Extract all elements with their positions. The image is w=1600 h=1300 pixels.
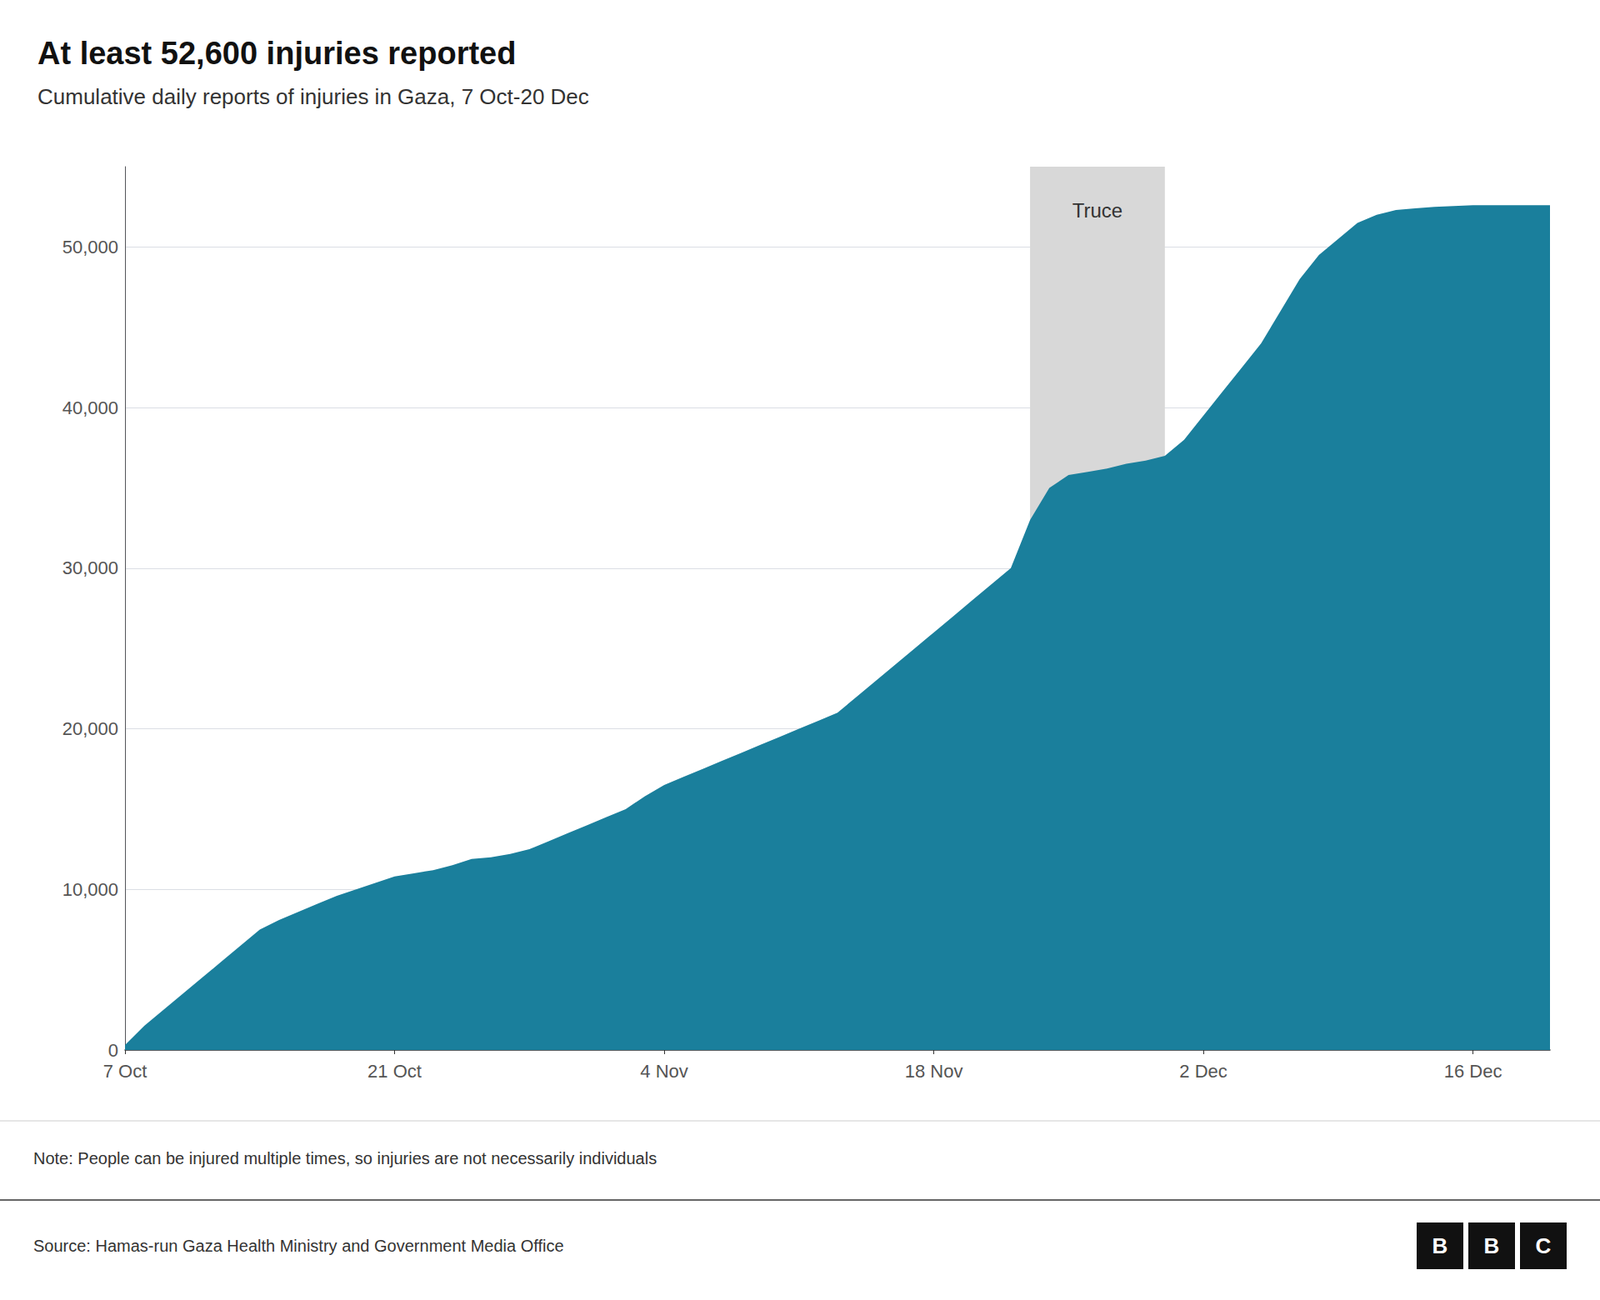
svg-text:7 Oct: 7 Oct <box>103 1060 148 1082</box>
svg-text:Cumulative daily reports of in: Cumulative daily reports of injuries in … <box>37 84 590 110</box>
svg-text:B: B <box>1484 1233 1500 1259</box>
svg-text:Source: Hamas-run Gaza Health: Source: Hamas-run Gaza Health Ministry a… <box>33 1236 565 1255</box>
svg-text:At least 52,600 injuries repor: At least 52,600 injuries reported <box>37 35 516 71</box>
svg-text:10,000: 10,000 <box>62 879 119 900</box>
svg-text:Note: People can be injured mu: Note: People can be injured multiple tim… <box>33 1149 657 1168</box>
svg-text:40,000: 40,000 <box>62 397 119 419</box>
svg-text:Truce: Truce <box>1072 199 1123 222</box>
svg-text:C: C <box>1535 1233 1552 1259</box>
svg-text:0: 0 <box>108 1040 119 1061</box>
svg-text:21 Oct: 21 Oct <box>367 1060 422 1082</box>
svg-text:30,000: 30,000 <box>62 557 119 579</box>
svg-text:2 Dec: 2 Dec <box>1179 1060 1227 1082</box>
svg-text:16 Dec: 16 Dec <box>1444 1060 1503 1082</box>
svg-text:50,000: 50,000 <box>62 236 119 258</box>
svg-text:B: B <box>1432 1233 1449 1259</box>
svg-text:20,000: 20,000 <box>62 718 119 740</box>
svg-text:18 Nov: 18 Nov <box>905 1060 964 1082</box>
svg-text:4 Nov: 4 Nov <box>640 1060 688 1082</box>
